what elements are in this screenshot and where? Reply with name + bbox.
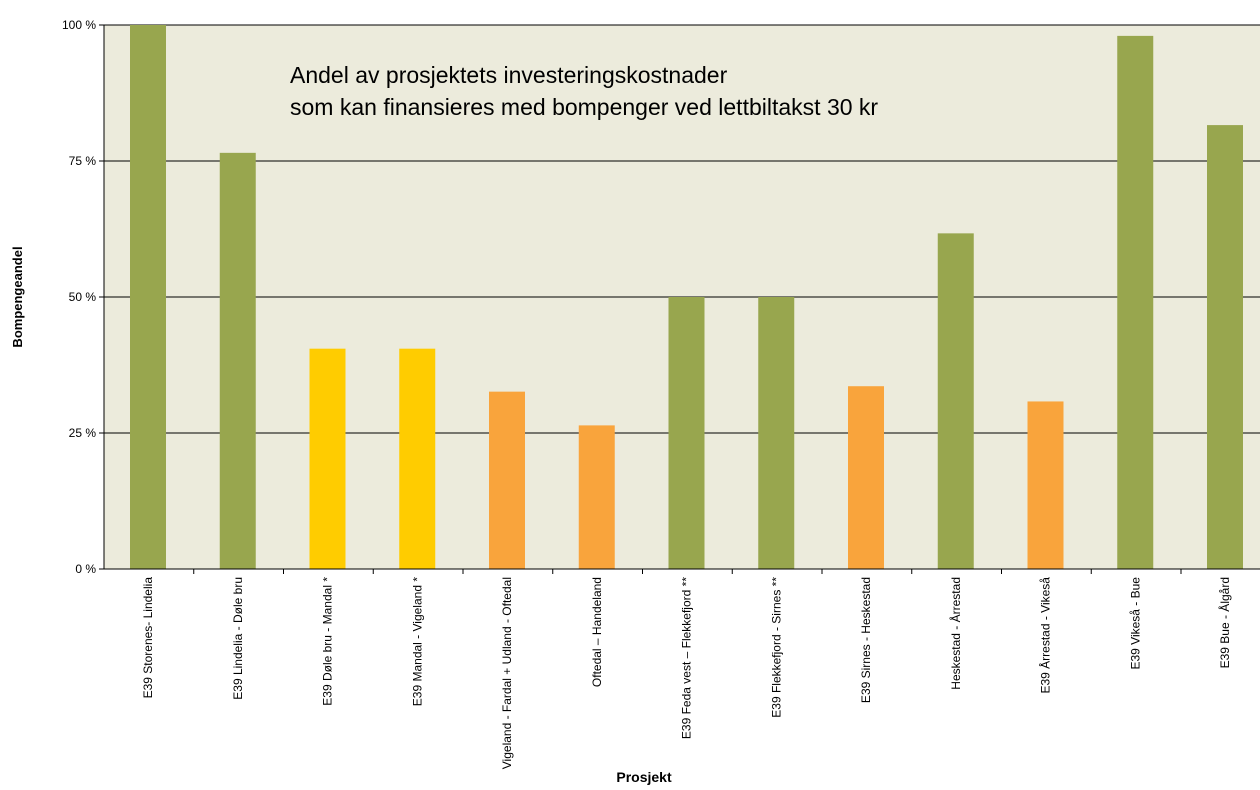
bar	[937, 233, 974, 570]
x-tick-label: Oftedal – Handeland	[590, 577, 604, 687]
bar	[309, 348, 346, 569]
y-tick-label: 25 %	[69, 426, 97, 440]
x-axis-label: Prosjekt	[616, 769, 672, 785]
x-tick-label: E39 Feda vest – Flekkefjord **	[680, 577, 694, 739]
x-tick-label: E39 Bue - Ålgård	[1217, 577, 1232, 668]
x-tick-label: E39 Flekkefjord - Sirnes **	[769, 577, 783, 718]
x-tick-label: E39 Storenes- Lindelia	[141, 577, 155, 699]
chart-title: Andel av prosjektets investeringskostnad…	[290, 62, 728, 88]
x-tick-label: E39 Døle bru - Mandal *	[321, 577, 335, 706]
x-tick-label: E39 Vikeså - Bue	[1128, 577, 1142, 670]
bar	[1207, 125, 1243, 569]
x-tick-label: E39 Mandal - Vigeland *	[410, 577, 424, 707]
x-tick-label: Heskestad - Årrestad	[948, 577, 963, 690]
y-tick-label: 0 %	[75, 562, 96, 576]
bar	[848, 386, 884, 569]
bar	[399, 348, 436, 569]
bar	[130, 25, 166, 569]
bar	[578, 425, 615, 569]
bar	[219, 152, 256, 569]
bar	[668, 297, 705, 569]
chart-title: som kan finansieres med bompenger ved le…	[290, 94, 878, 120]
y-axis-label: Bompengeandel	[10, 246, 25, 347]
y-tick-label: 75 %	[69, 154, 97, 168]
x-tick-label: E39 Sirnes - Heskestad	[859, 577, 873, 703]
y-tick-label: 50 %	[69, 290, 97, 304]
y-tick-label: 100 %	[62, 18, 96, 32]
bar	[489, 391, 525, 569]
bar	[758, 297, 795, 569]
bar	[1027, 401, 1064, 569]
x-tick-label: Vigeland - Fardal + Udland - Oftedal	[500, 577, 514, 769]
bar	[1117, 35, 1154, 569]
x-tick-label: E39 Lindelia - Døle bru	[231, 577, 245, 700]
x-tick-label: E39 Årrestad - Vikeså	[1038, 577, 1053, 694]
